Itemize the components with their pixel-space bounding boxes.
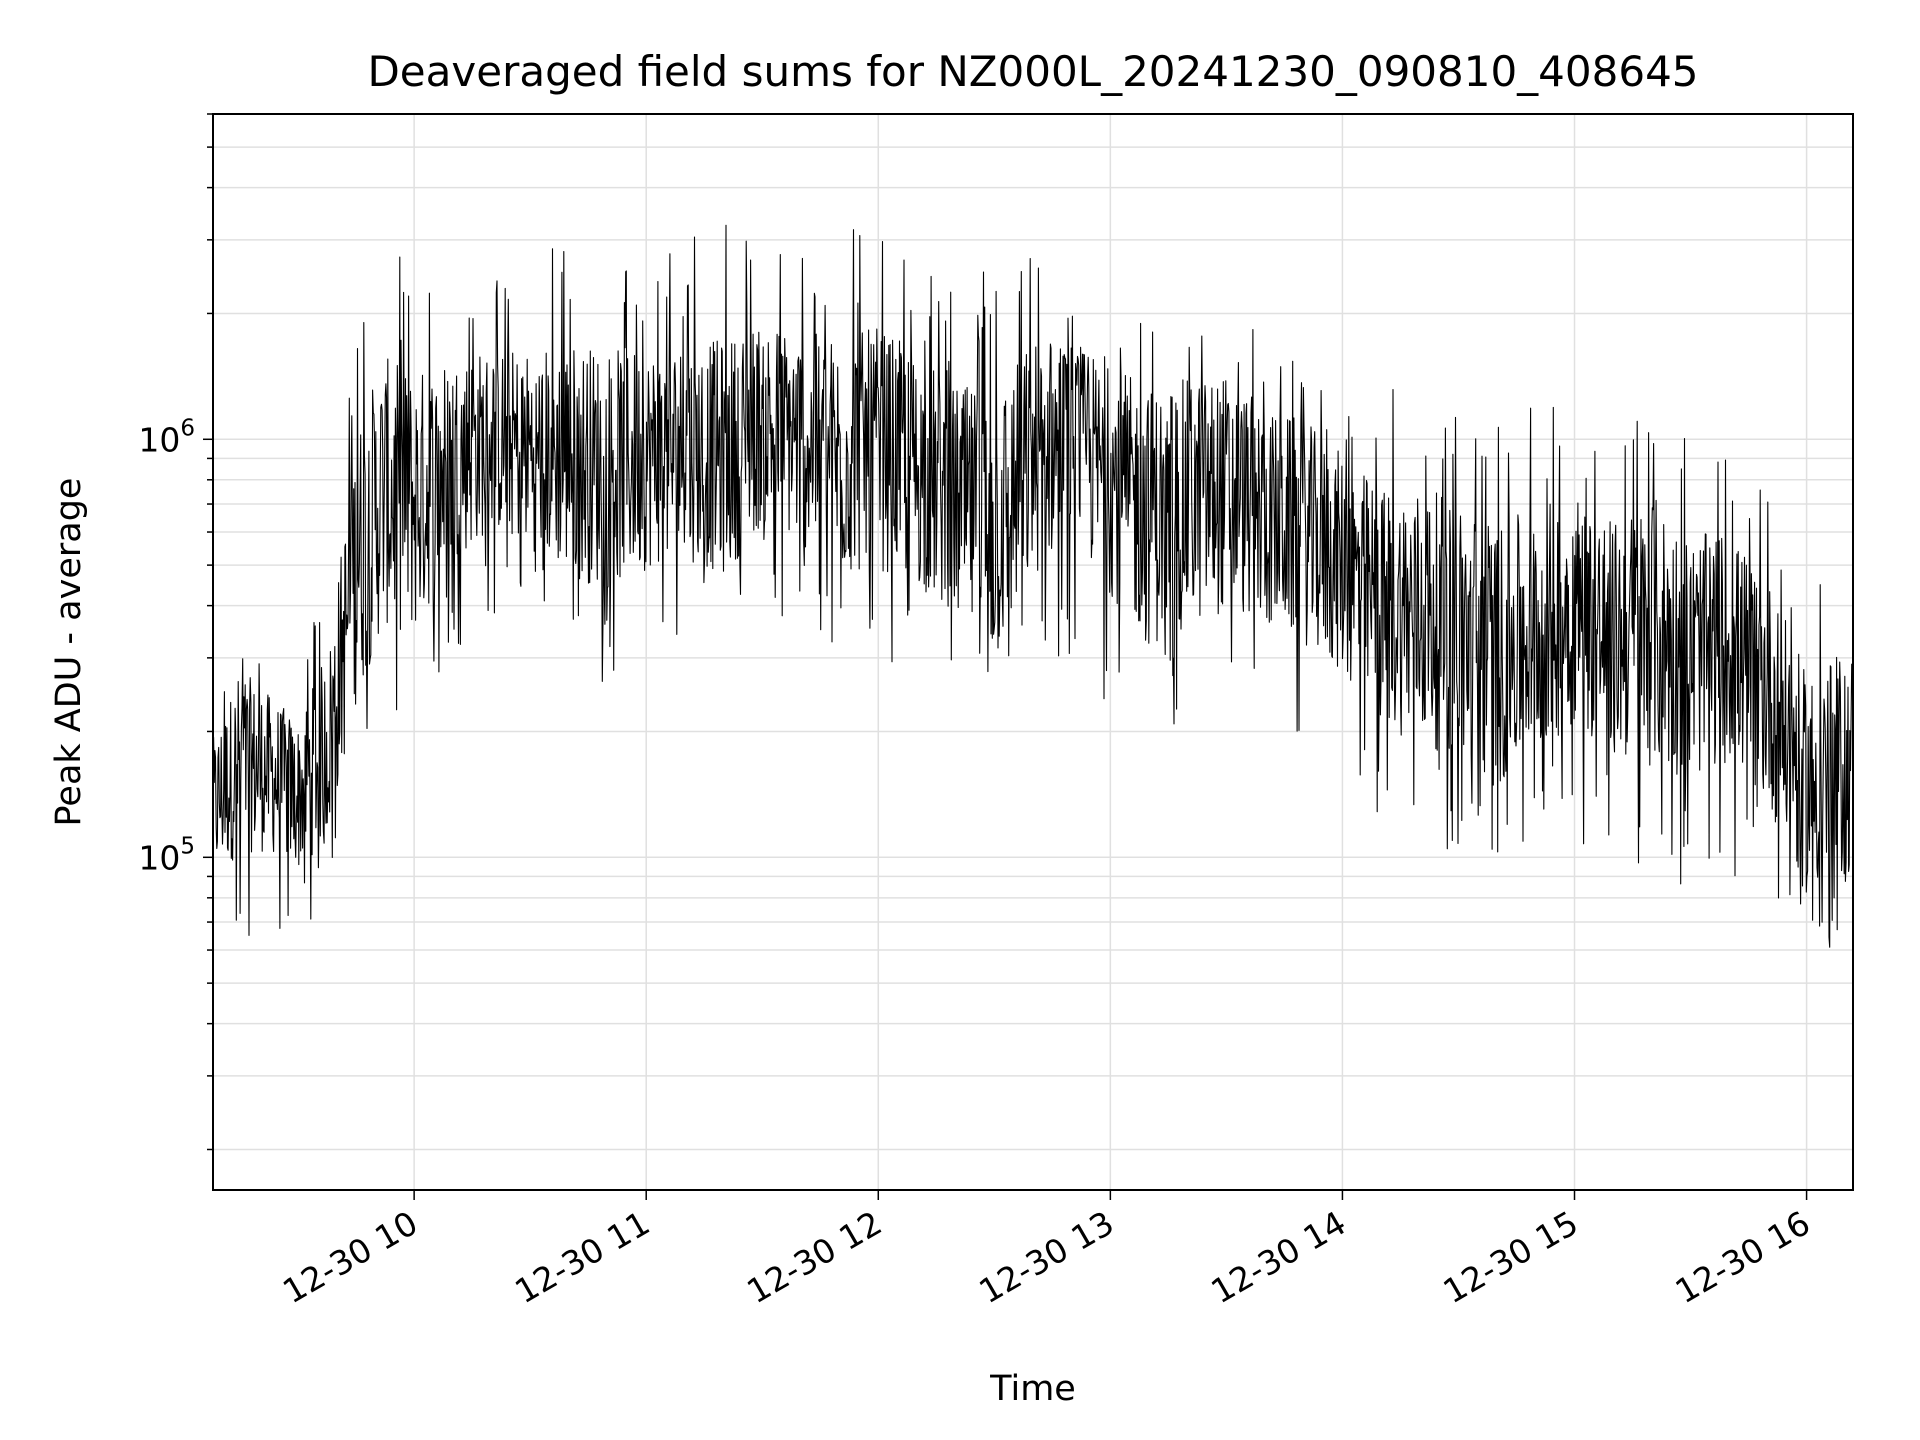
y-axis-label: Peak ADU - average [49, 478, 89, 827]
data-series [212, 224, 1854, 948]
y-tick-label: 106 [138, 415, 195, 459]
x-axis-label: Time [989, 1369, 1076, 1409]
axis-ticks: 105 106 12-30 10 12-30 11 12-30 12 12-30 13 12… [138, 113, 1817, 1311]
x-tick-label: 12-30 13 [972, 1203, 1120, 1311]
series-line [212, 224, 1854, 948]
x-tick-label: 12-30 15 [1437, 1203, 1585, 1311]
x-tick-label: 12-30 12 [740, 1203, 888, 1311]
y-tick-label: 105 [138, 833, 195, 877]
x-tick-label: 12-30 11 [508, 1203, 656, 1311]
plot-frame [212, 113, 1854, 1191]
chart-title: Deaveraged field sums for NZ000L_2024123… [367, 47, 1698, 96]
x-tick-label: 12-30 16 [1669, 1203, 1817, 1311]
x-tick-label: 12-30 14 [1204, 1203, 1352, 1311]
x-tick-label: 12-30 10 [276, 1203, 424, 1311]
